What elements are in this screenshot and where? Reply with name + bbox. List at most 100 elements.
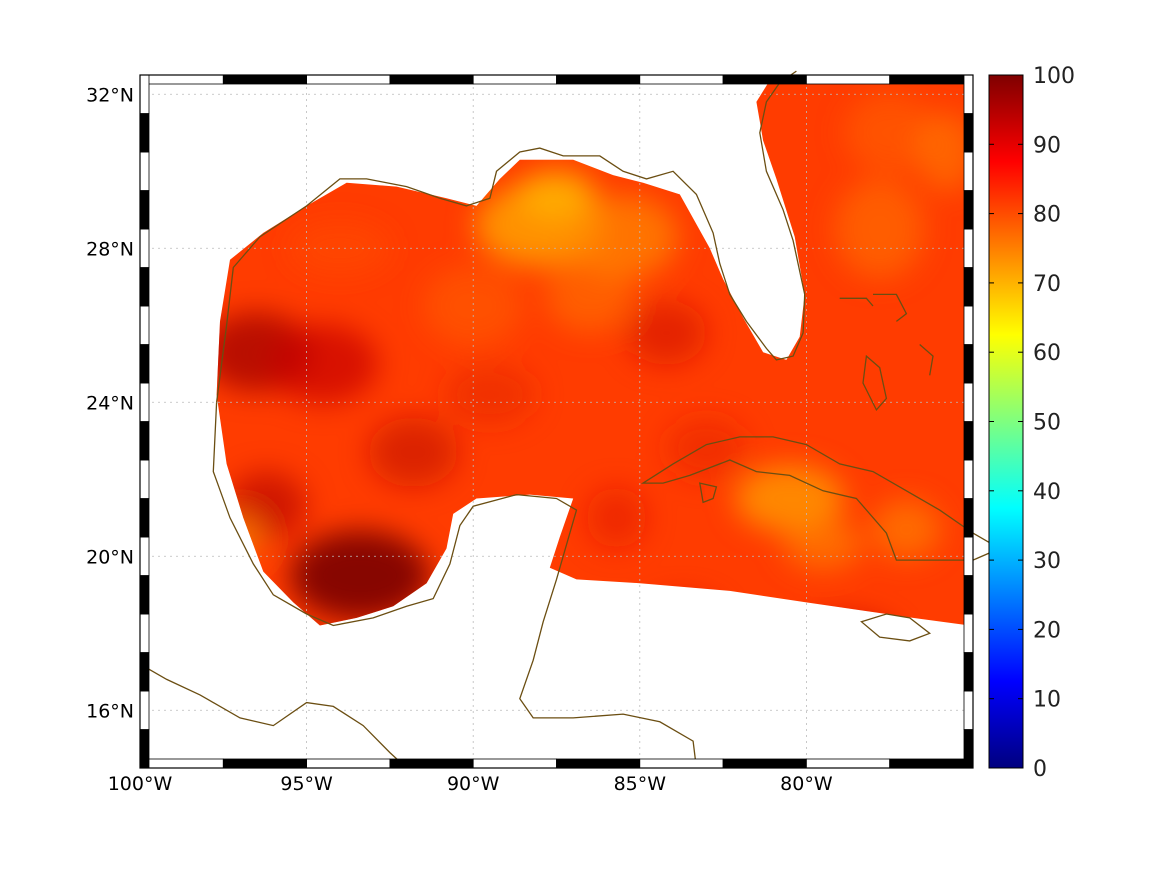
frame-segment-left — [139, 575, 150, 615]
frame-segment-right — [963, 190, 974, 230]
field-blob — [368, 417, 459, 488]
frame-segment-right — [963, 421, 974, 461]
frame-segment-bottom — [139, 758, 224, 769]
frame-segment-right — [963, 536, 974, 576]
frame-segment-top — [722, 74, 807, 85]
frame-segment-left — [139, 190, 150, 230]
frame-segment-left — [139, 228, 150, 268]
frame-segment-left — [139, 536, 150, 576]
longitude-tick-labels: 100°W 95°W 90°W 85°W 80°W — [108, 773, 833, 795]
frame-segment-bottom — [806, 758, 891, 769]
coastline-cuba — [640, 436, 1002, 561]
frame-segment-bottom — [556, 758, 641, 769]
coastline-eleuthera — [919, 344, 934, 376]
field-blob — [626, 300, 707, 365]
frame-segment-bottom — [722, 758, 807, 769]
map-frame — [139, 74, 974, 769]
coastline-jamaica — [860, 613, 932, 642]
field-blob — [544, 256, 635, 333]
coastline-pacific — [139, 663, 408, 769]
lon-tick-label: 95°W — [280, 773, 333, 795]
frame-segment-right — [963, 498, 974, 538]
field-blob — [289, 530, 430, 621]
field-blob — [268, 323, 379, 404]
frame-segment-left — [139, 690, 150, 730]
frame-segment-right — [963, 575, 974, 615]
colorbar-tick-label: 30 — [1033, 549, 1061, 574]
frame-segment-right — [963, 459, 974, 499]
frame-segment-top — [639, 74, 724, 85]
frame-segment-bottom — [306, 758, 391, 769]
field-blob — [871, 499, 942, 560]
frame-segment-top — [889, 74, 974, 85]
frame-segment-left — [139, 652, 150, 692]
frame-segment-right — [963, 228, 974, 268]
field-variation — [216, 92, 970, 626]
colorbar-tick-label: 0 — [1033, 757, 1047, 782]
colorbar-tick-label: 40 — [1033, 480, 1061, 505]
frame-segment-left — [139, 613, 150, 653]
colorbar-tick-label: 70 — [1033, 272, 1061, 297]
frame-segment-top — [389, 74, 474, 85]
field-blob — [834, 179, 925, 279]
frame-segment-left — [139, 113, 150, 153]
frame-segment-right — [963, 613, 974, 653]
lat-tick-label: 16°N — [86, 700, 134, 722]
lon-tick-label: 100°W — [108, 773, 173, 795]
coastline-mexico — [212, 402, 698, 769]
colorbar-tick-label: 100 — [1033, 64, 1075, 89]
field-blob — [423, 266, 524, 346]
frame-segment-left — [139, 305, 150, 345]
field-blob — [734, 464, 845, 533]
frame-segment-right — [963, 151, 974, 191]
lon-tick-label: 85°W — [614, 773, 667, 795]
coastline-abaco — [873, 293, 908, 322]
field-blob — [916, 112, 970, 192]
coastline-gulf-us — [215, 70, 806, 403]
lat-tick-label: 32°N — [86, 84, 134, 106]
lat-tick-label: 24°N — [86, 392, 134, 414]
field-blob — [844, 92, 935, 173]
frame-segment-left — [139, 421, 150, 461]
frame-segment-bottom — [389, 758, 474, 769]
gridlines — [140, 75, 973, 768]
colorbar-tick-label: 60 — [1033, 341, 1061, 366]
coastlines — [139, 70, 1002, 769]
frame-segment-right — [963, 74, 974, 114]
frame-segment-right — [963, 267, 974, 307]
frame-segment-right — [963, 652, 974, 692]
frame-segment-bottom — [889, 758, 974, 769]
frame-segment-right — [963, 113, 974, 153]
frame-segment-top — [306, 74, 391, 85]
colorbar-tick-label: 10 — [1033, 688, 1061, 713]
lat-tick-label: 28°N — [86, 238, 134, 260]
coastline-isla-juventud — [698, 482, 718, 504]
frame-segment-left — [139, 382, 150, 422]
frame-segment-left — [139, 498, 150, 538]
frame-segment-bottom — [472, 758, 557, 769]
frame-segment-top — [472, 74, 557, 85]
frame-segment-bottom — [222, 758, 308, 769]
lat-tick-label: 20°N — [86, 546, 134, 568]
frame-segment-top — [139, 74, 224, 85]
frame-segment-top — [556, 74, 641, 85]
frame-segment-right — [963, 729, 974, 769]
frame-segment-left — [139, 344, 150, 384]
frame-segment-left — [139, 267, 150, 307]
coastline-andros — [862, 354, 888, 412]
field-blob — [666, 418, 747, 479]
frame-segment-top — [806, 74, 891, 85]
field-blob — [516, 169, 597, 220]
frame-outline — [139, 74, 974, 769]
frame-segment-left — [139, 729, 150, 769]
lon-tick-label: 80°W — [780, 773, 833, 795]
coastline-grand-bahama — [839, 297, 874, 307]
frame-segment-left — [139, 74, 150, 114]
frame-segment-bottom — [639, 758, 724, 769]
colorbar-tick-label: 20 — [1033, 618, 1061, 643]
frame-segment-right — [963, 344, 974, 384]
frame-segment-top — [222, 74, 308, 85]
